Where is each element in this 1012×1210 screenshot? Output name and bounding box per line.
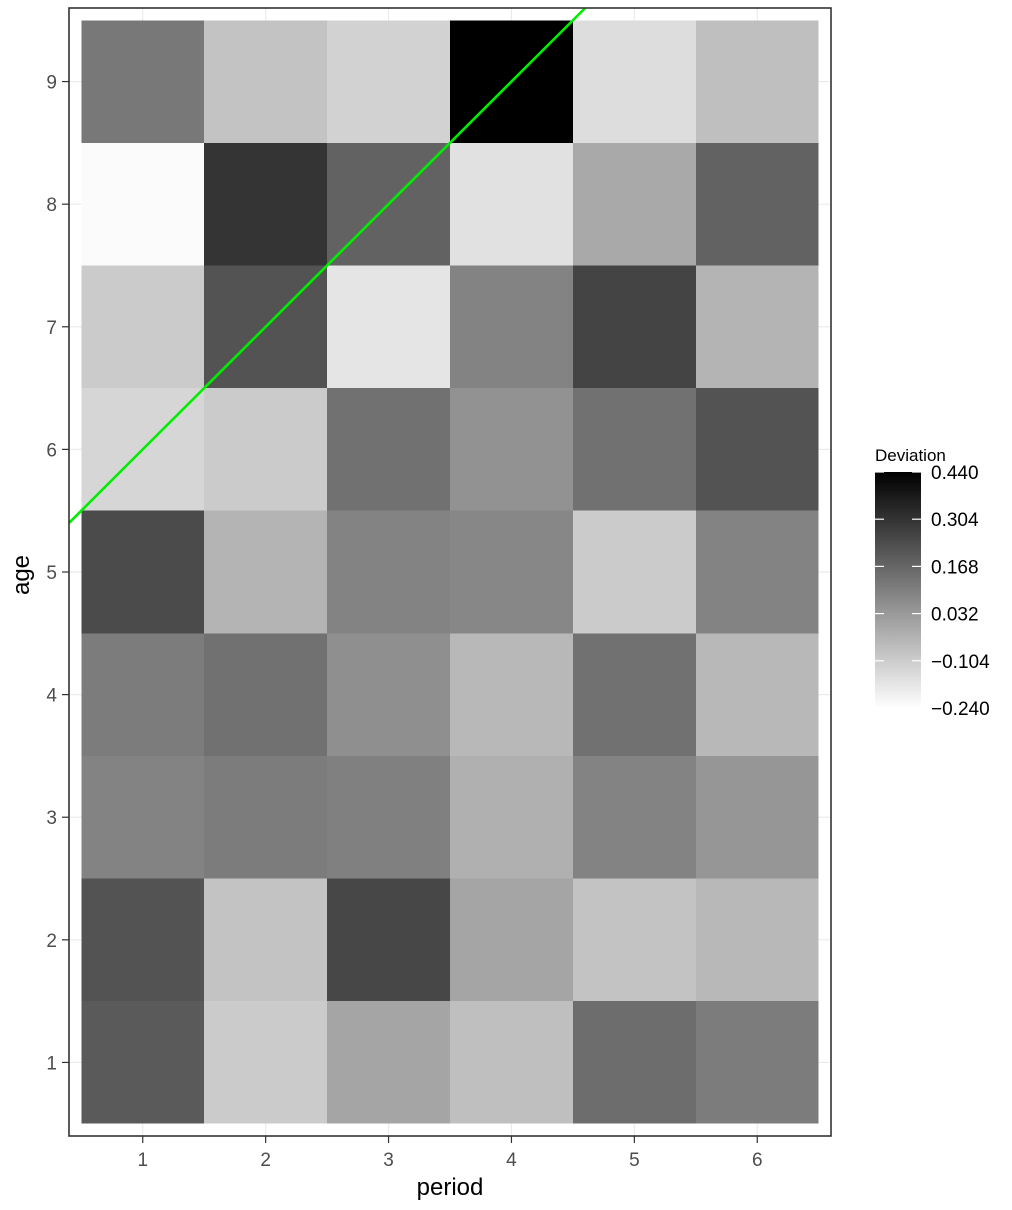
y-tick-label: 2 xyxy=(46,931,57,952)
heatmap-cell xyxy=(81,878,205,1002)
heatmap-cell xyxy=(572,878,696,1002)
heatmap-cell xyxy=(327,1001,450,1124)
heatmap-cell xyxy=(327,20,450,143)
y-axis-title: age xyxy=(8,555,35,595)
heatmap-cell xyxy=(695,510,819,634)
x-axis: 1 2 3 4 5 6 xyxy=(137,1136,763,1171)
heatmap-cell xyxy=(81,265,205,389)
heatmap-cell xyxy=(695,265,819,389)
heatmap-cell xyxy=(572,388,696,511)
x-tick-label: 6 xyxy=(752,1150,763,1171)
heatmap-cell xyxy=(327,878,450,1002)
heatmap-cell xyxy=(695,633,819,756)
overlay-diagonal-line xyxy=(68,7,587,524)
heatmap-cells xyxy=(81,20,819,1124)
heatmap-cell xyxy=(204,510,328,634)
y-tick-label: 9 xyxy=(46,73,57,94)
heatmap-cell xyxy=(572,755,696,879)
heatmap-cell xyxy=(695,878,819,1002)
heatmap-cell xyxy=(204,20,328,143)
heatmap-cell xyxy=(450,1001,573,1124)
y-axis: 1 2 3 4 5 6 7 8 9 xyxy=(46,73,69,1074)
heatmap-cell xyxy=(81,633,205,756)
heatmap-cell xyxy=(450,388,573,511)
y-tick-label: 5 xyxy=(46,563,57,584)
legend-label: 0.032 xyxy=(931,605,979,626)
heatmap-cell xyxy=(81,1001,205,1124)
legend-label: 0.304 xyxy=(931,510,979,531)
heatmap-cell xyxy=(327,388,450,511)
heatmap-cell xyxy=(327,633,450,756)
heatmap-cell xyxy=(81,20,205,143)
heatmap-cell xyxy=(204,755,328,879)
y-tick-label: 7 xyxy=(46,318,57,339)
heatmap-cell xyxy=(450,510,573,634)
heatmap-cell xyxy=(572,265,696,389)
heatmap-cell xyxy=(450,142,573,266)
y-tick-label: 1 xyxy=(46,1053,57,1074)
x-axis-title: period xyxy=(417,1174,484,1201)
heatmap-cell xyxy=(204,388,328,511)
heatmap-cell xyxy=(695,388,819,511)
y-tick-label: 3 xyxy=(46,808,57,829)
heatmap-cell xyxy=(450,755,573,879)
legend-label: 0.168 xyxy=(931,557,979,578)
legend-label: −0.104 xyxy=(931,652,990,673)
heatmap-cell xyxy=(204,878,328,1002)
heatmap-cell xyxy=(327,510,450,634)
heatmap-cell xyxy=(695,755,819,879)
heatmap-cell xyxy=(81,142,205,266)
y-tick-label: 6 xyxy=(46,440,57,461)
heatmap-cell xyxy=(327,755,450,879)
heatmap-cell xyxy=(327,265,450,389)
heatmap-cell xyxy=(572,1001,696,1124)
x-tick-label: 1 xyxy=(137,1150,148,1171)
heatmap-cell xyxy=(81,755,205,879)
legend-label: 0.440 xyxy=(931,463,979,484)
heatmap-cell xyxy=(572,633,696,756)
heatmap-cell xyxy=(204,142,328,266)
overlay-line-group xyxy=(68,7,587,524)
x-tick-label: 3 xyxy=(383,1150,394,1171)
heatmap-cell xyxy=(450,878,573,1002)
x-tick-label: 5 xyxy=(629,1150,640,1171)
heatmap-cell xyxy=(695,142,819,266)
legend-colorbar xyxy=(875,472,921,708)
color-legend: Deviation 0.440 0.304 0.168 0.032 −0.104 −0.2… xyxy=(875,446,990,720)
legend-label: −0.240 xyxy=(931,699,990,720)
legend-title: Deviation xyxy=(875,446,946,465)
heatmap-cell xyxy=(572,142,696,266)
heatmap-cell xyxy=(450,265,573,389)
x-tick-label: 4 xyxy=(506,1150,517,1171)
y-tick-label: 8 xyxy=(46,195,57,216)
heatmap-cell xyxy=(81,510,205,634)
y-tick-label: 4 xyxy=(46,686,57,707)
heatmap-cell xyxy=(450,633,573,756)
x-tick-label: 2 xyxy=(260,1150,271,1171)
heatmap-cell xyxy=(695,20,819,143)
heatmap-cell xyxy=(572,20,696,143)
heatmap-cell xyxy=(572,510,696,634)
heatmap-cell xyxy=(204,633,328,756)
heatmap-cell xyxy=(695,1001,819,1124)
heatmap-cell xyxy=(204,1001,328,1124)
